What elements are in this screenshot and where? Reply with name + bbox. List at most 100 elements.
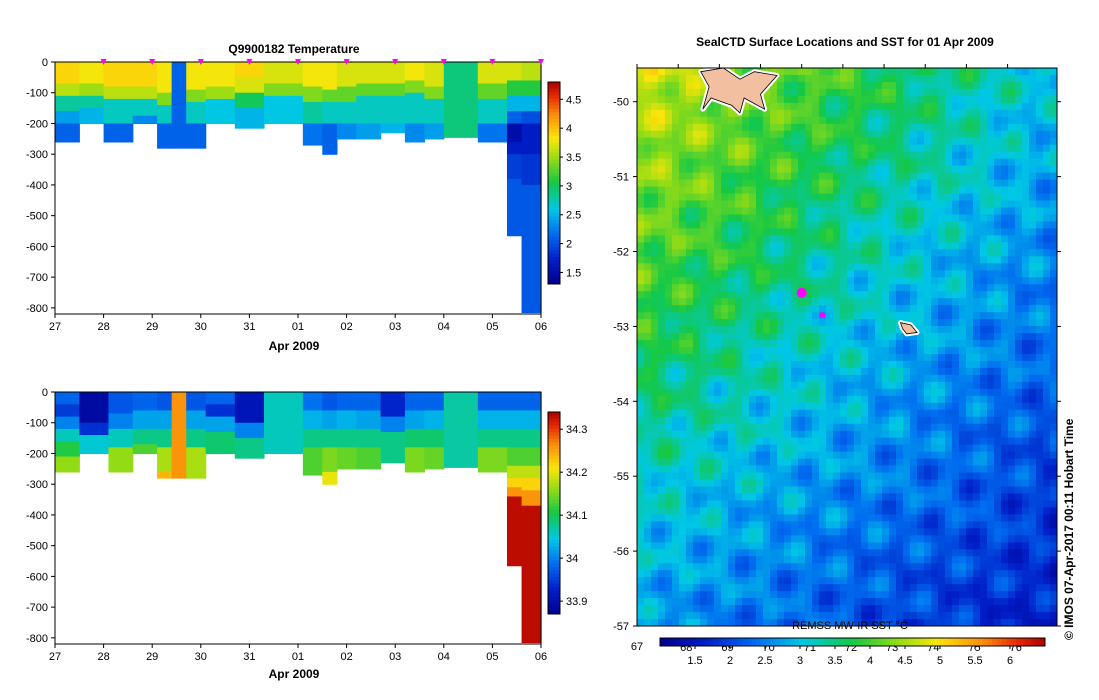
sst-cell: [1050, 102, 1058, 111]
sst-cell: [742, 535, 750, 543]
sst-cell: [924, 172, 932, 181]
sst-cell: [770, 102, 778, 111]
sst-cell: [1036, 179, 1044, 188]
sst-cell: [854, 402, 862, 411]
sst-cell: [833, 451, 841, 460]
colorbar-swatch: [548, 108, 560, 113]
sst-cell: [994, 388, 1002, 397]
sst-cell: [1036, 374, 1044, 383]
sst-cell: [777, 130, 785, 139]
sst-cell: [826, 249, 834, 257]
sst-cell: [945, 298, 953, 306]
sst-cell: [805, 305, 813, 313]
sst-cell: [672, 598, 680, 606]
sst-cell: [1029, 402, 1037, 411]
sst-cell: [973, 312, 981, 320]
sst-cell: [931, 242, 939, 250]
profile-cell: [477, 447, 508, 473]
sst-cell: [847, 81, 855, 90]
sst-cell: [973, 95, 981, 104]
sst-cell: [938, 158, 946, 167]
sst-cell: [756, 235, 764, 243]
sst-cell: [959, 458, 967, 467]
sst-cell: [952, 507, 960, 515]
sst-cell: [763, 284, 771, 292]
sst-cell: [973, 500, 981, 508]
sst-cell: [672, 151, 680, 160]
sst-cell: [952, 68, 960, 76]
sst-cell: [994, 291, 1002, 299]
sst-cell: [875, 137, 883, 146]
sst-cell: [917, 584, 925, 592]
sst-cell: [679, 556, 687, 564]
sst-cell: [665, 326, 673, 334]
sst-cell: [763, 493, 771, 501]
sst-cell: [1043, 479, 1051, 487]
sst-cell: [735, 130, 743, 139]
sst-cell: [714, 291, 722, 299]
sst-cell: [924, 319, 932, 327]
sst-cell: [1050, 270, 1058, 278]
sst-cell: [889, 486, 897, 494]
profile-cell: [302, 101, 323, 125]
sst-cell: [826, 242, 834, 250]
sst-cell: [1015, 172, 1023, 181]
sst-cell: [637, 179, 645, 188]
sst-cell: [987, 500, 995, 508]
sst-cell: [1008, 395, 1016, 404]
sst-cell: [728, 326, 736, 334]
sst-cell: [1015, 214, 1023, 222]
sst-cell: [938, 95, 946, 104]
sst-cell: [931, 95, 939, 104]
sst-cell: [994, 535, 1002, 543]
sst-cell: [721, 214, 729, 222]
profile-cell: [55, 456, 80, 473]
sst-cell: [819, 584, 827, 592]
sst-cell: [910, 591, 918, 599]
sst-cell: [987, 256, 995, 264]
sst-cell: [854, 416, 862, 425]
sst-cell: [784, 451, 792, 460]
sst-cell: [910, 242, 918, 250]
sst-cell: [924, 381, 932, 390]
sst-cell: [1036, 200, 1044, 208]
sst-cell: [931, 528, 939, 536]
sst-cell: [798, 270, 806, 278]
sst-cell: [994, 256, 1002, 264]
sst-cell: [889, 542, 897, 550]
sst-cell: [742, 221, 750, 229]
sst-cell: [686, 486, 694, 494]
sst-cell: [847, 374, 855, 383]
sst-cell: [756, 395, 764, 404]
sst-cell: [728, 542, 736, 550]
sst-cell: [679, 535, 687, 543]
sst-cell: [924, 68, 932, 76]
sst-cell: [931, 486, 939, 494]
sst-cell: [924, 542, 932, 550]
x-tick-label: 05: [486, 651, 498, 663]
sst-cell: [938, 430, 946, 439]
sst-cell: [959, 374, 967, 383]
sst-cell: [1050, 437, 1058, 446]
sst-cell: [1050, 291, 1058, 299]
sst-cell: [1015, 137, 1023, 146]
sst-cell: [735, 556, 743, 564]
sst-cell: [1001, 444, 1009, 453]
y-tick-label: -300: [26, 479, 48, 491]
sst-cell: [1008, 430, 1016, 439]
sst-cell: [784, 340, 792, 348]
sst-cell: [728, 374, 736, 383]
sst-cell: [665, 207, 673, 215]
sst-cell: [1036, 249, 1044, 257]
sst-cell: [791, 263, 799, 271]
sst-cell: [791, 493, 799, 501]
sst-cell: [707, 591, 715, 599]
sst-cell: [714, 493, 722, 501]
sst-cell: [707, 228, 715, 236]
sst-cell: [1043, 563, 1051, 571]
sst-cell: [861, 165, 869, 174]
sst-cell: [1022, 235, 1030, 243]
sst-cell: [1043, 200, 1051, 208]
sst-cell: [966, 207, 974, 215]
sst-cell: [805, 528, 813, 536]
